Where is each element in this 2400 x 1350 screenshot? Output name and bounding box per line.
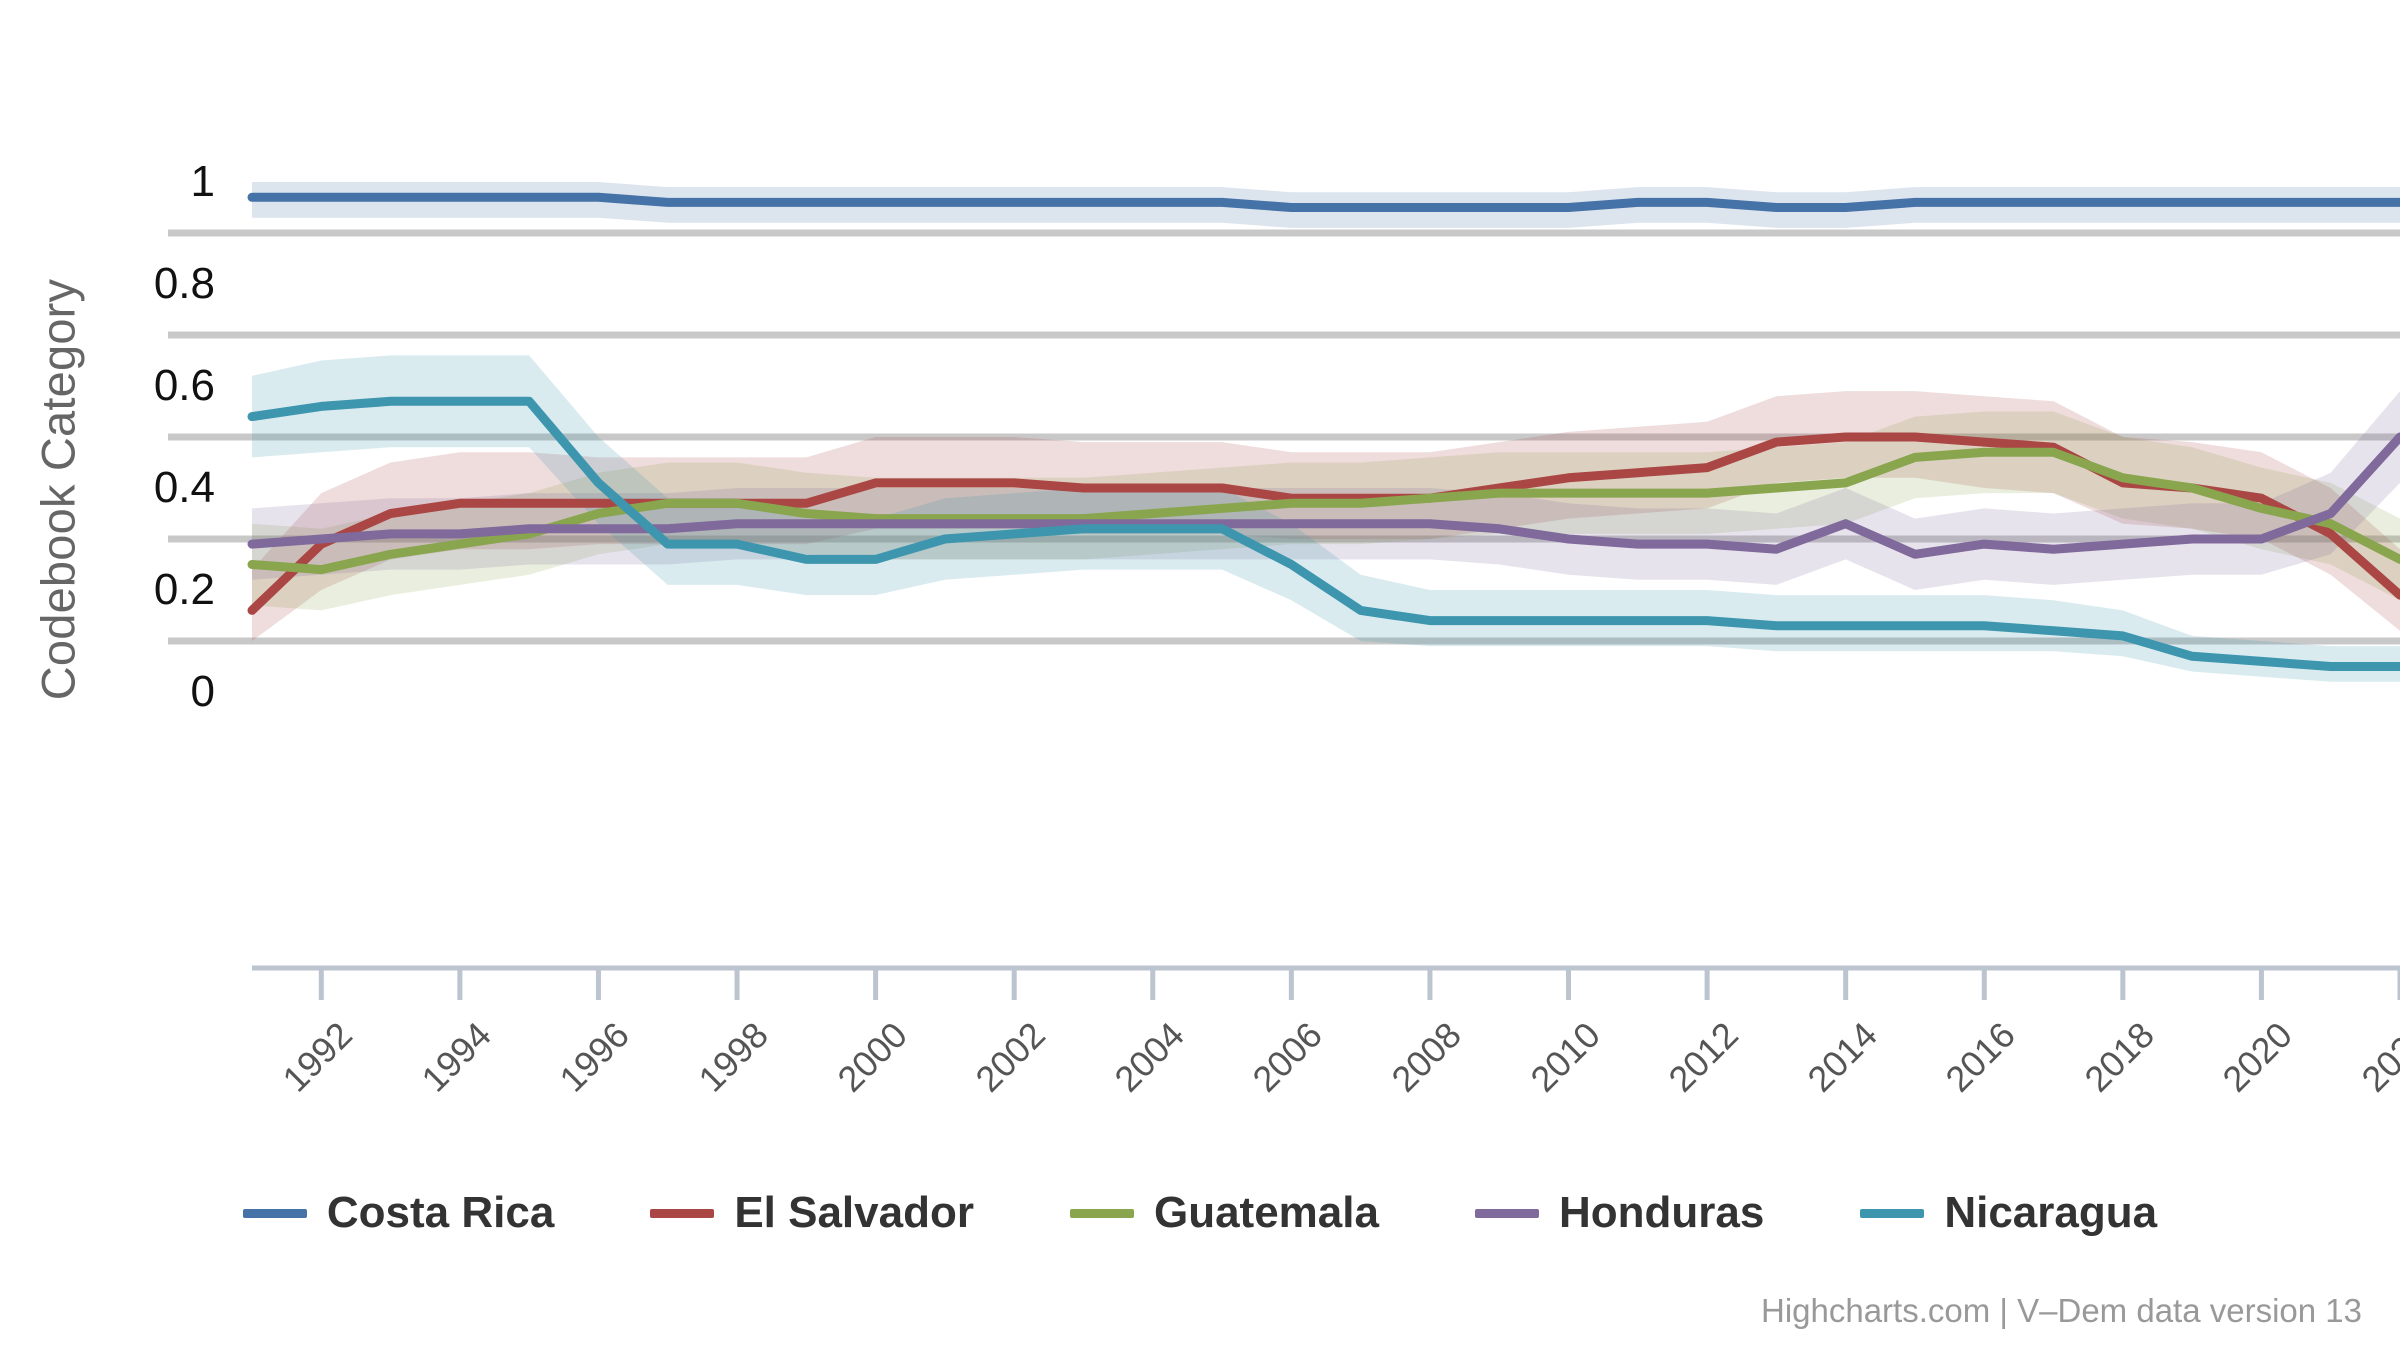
legend-item-guatemala[interactable]: Guatemala	[1069, 1188, 1379, 1238]
y-axis-tick-labels: 1 0.8 0.6 0.4 0.2 0	[0, 0, 215, 1350]
legend-color-swatch	[1069, 1208, 1134, 1218]
y-axis-tick-label: 0	[190, 667, 215, 716]
legend-item-nicaragua[interactable]: Nicaragua	[1860, 1188, 2157, 1238]
legend-color-swatch	[242, 1208, 307, 1218]
y-axis-tick-label: 0.2	[153, 565, 215, 614]
legend-item-label: Guatemala	[1153, 1188, 1379, 1237]
y-axis-tick-label: 0.6	[153, 361, 215, 410]
confidence-band	[252, 355, 2400, 682]
legend-item-el-salvador[interactable]: El Salvador	[650, 1188, 974, 1238]
y-axis-tick-label: 0.4	[153, 463, 215, 512]
legend-color-swatch	[1860, 1208, 1925, 1218]
credits-label[interactable]: Highcharts.com | V–Dem data version 13	[1760, 1292, 2362, 1329]
chart-legend: Costa Rica El Salvador Guatemala Honduras Ni…	[0, 1188, 2400, 1238]
legend-color-swatch	[650, 1208, 715, 1218]
confidence-band	[252, 411, 2400, 611]
confidence-band	[252, 391, 2400, 641]
legend-color-swatch	[1474, 1208, 1539, 1218]
series-line[interactable]	[247, 447, 2400, 575]
series-line[interactable]	[247, 432, 2400, 559]
y-axis-tick-label: 0.8	[153, 259, 215, 308]
legend-item-honduras[interactable]: Honduras	[1474, 1188, 1765, 1238]
legend-item-label: Costa Rica	[326, 1188, 555, 1237]
legend-item-label: El Salvador	[734, 1188, 974, 1237]
series-line[interactable]	[247, 192, 2400, 212]
legend-item-label: Honduras	[1558, 1188, 1765, 1237]
legend-item-costa-rica[interactable]: Costa Rica	[242, 1188, 555, 1238]
confidence-band	[252, 391, 2400, 590]
legend-item-label: Nicaragua	[1944, 1188, 2158, 1237]
y-axis-tick-label: 1	[190, 157, 215, 206]
series-line[interactable]	[247, 396, 2400, 671]
series-line[interactable]	[247, 432, 2400, 615]
